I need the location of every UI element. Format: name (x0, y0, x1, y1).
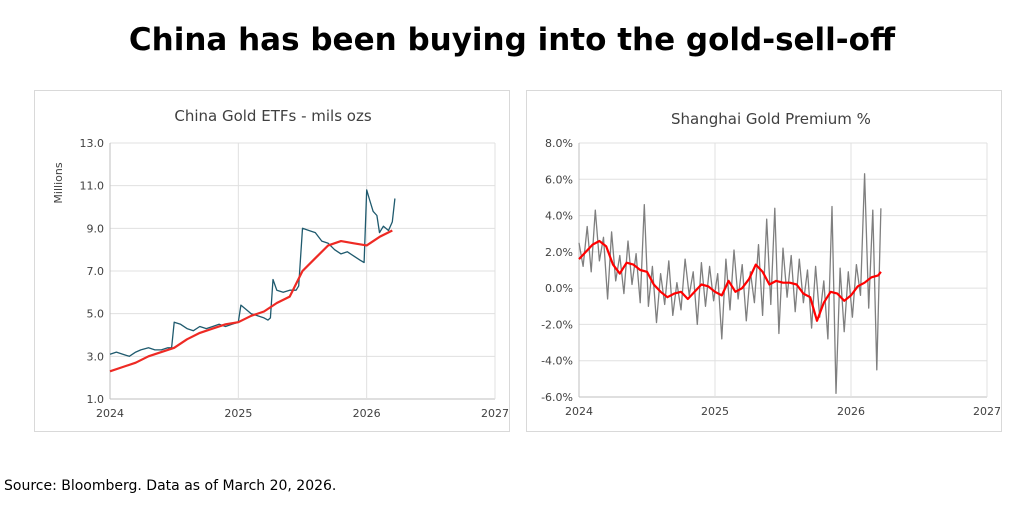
chart-panel-shanghai-premium: Shanghai Gold Premium % -6.0% -4.0% -2.0% 0.… (526, 90, 1002, 432)
y-tick-label: 4.0% (545, 210, 573, 223)
chart-title: Shanghai Gold Premium % (671, 110, 871, 128)
y-tick-label: 13.0 (80, 137, 105, 150)
y-tick-label: 0.0% (545, 282, 573, 295)
series-line-daily (578, 173, 882, 395)
y-tick-label: 3.0 (87, 350, 105, 363)
y-axis-title: Millions (52, 162, 65, 203)
y-tick-label: -4.0% (541, 355, 573, 368)
x-tick-label: 2026 (353, 407, 381, 420)
series-line-daily (109, 189, 396, 357)
chart-panel-gold-etfs: China Gold ETFs - mils ozs 1.0 3.0 5.0 7.0 9.… (34, 90, 510, 432)
page-title: China has been buying into the gold-sell… (128, 22, 896, 58)
x-tick-label: 2025 (701, 405, 729, 418)
source-note: Source: Bloomberg. Data as of March 20, … (4, 478, 337, 494)
x-tick-label: 2024 (96, 407, 124, 420)
y-tick-label: 5.0 (87, 308, 105, 321)
chart-shanghai-premium: Shanghai Gold Premium % -6.0% -4.0% -2.0% 0.… (541, 110, 1001, 418)
y-tick-label: 7.0 (87, 265, 105, 278)
y-tick-label: -2.0% (541, 318, 573, 331)
y-tick-label: 2.0% (545, 246, 573, 259)
y-tick-label: 6.0% (545, 173, 573, 186)
y-tick-label: -6.0% (541, 391, 573, 404)
y-tick-label: 11.0 (80, 180, 105, 193)
series-line-moving-average (109, 229, 393, 373)
chart-gold-etfs: China Gold ETFs - mils ozs 1.0 3.0 5.0 7.0 9.… (52, 107, 509, 420)
y-tick-label: 8.0% (545, 137, 573, 150)
x-tick-label: 2027 (481, 407, 509, 420)
y-tick-label: 1.0 (87, 393, 105, 406)
chart-title: China Gold ETFs - mils ozs (174, 107, 371, 125)
series-line-moving-average (578, 239, 882, 322)
x-tick-label: 2025 (224, 407, 252, 420)
x-tick-label: 2024 (565, 405, 593, 418)
x-tick-label: 2027 (973, 405, 1001, 418)
y-tick-label: 9.0 (87, 222, 105, 235)
x-tick-label: 2026 (837, 405, 865, 418)
